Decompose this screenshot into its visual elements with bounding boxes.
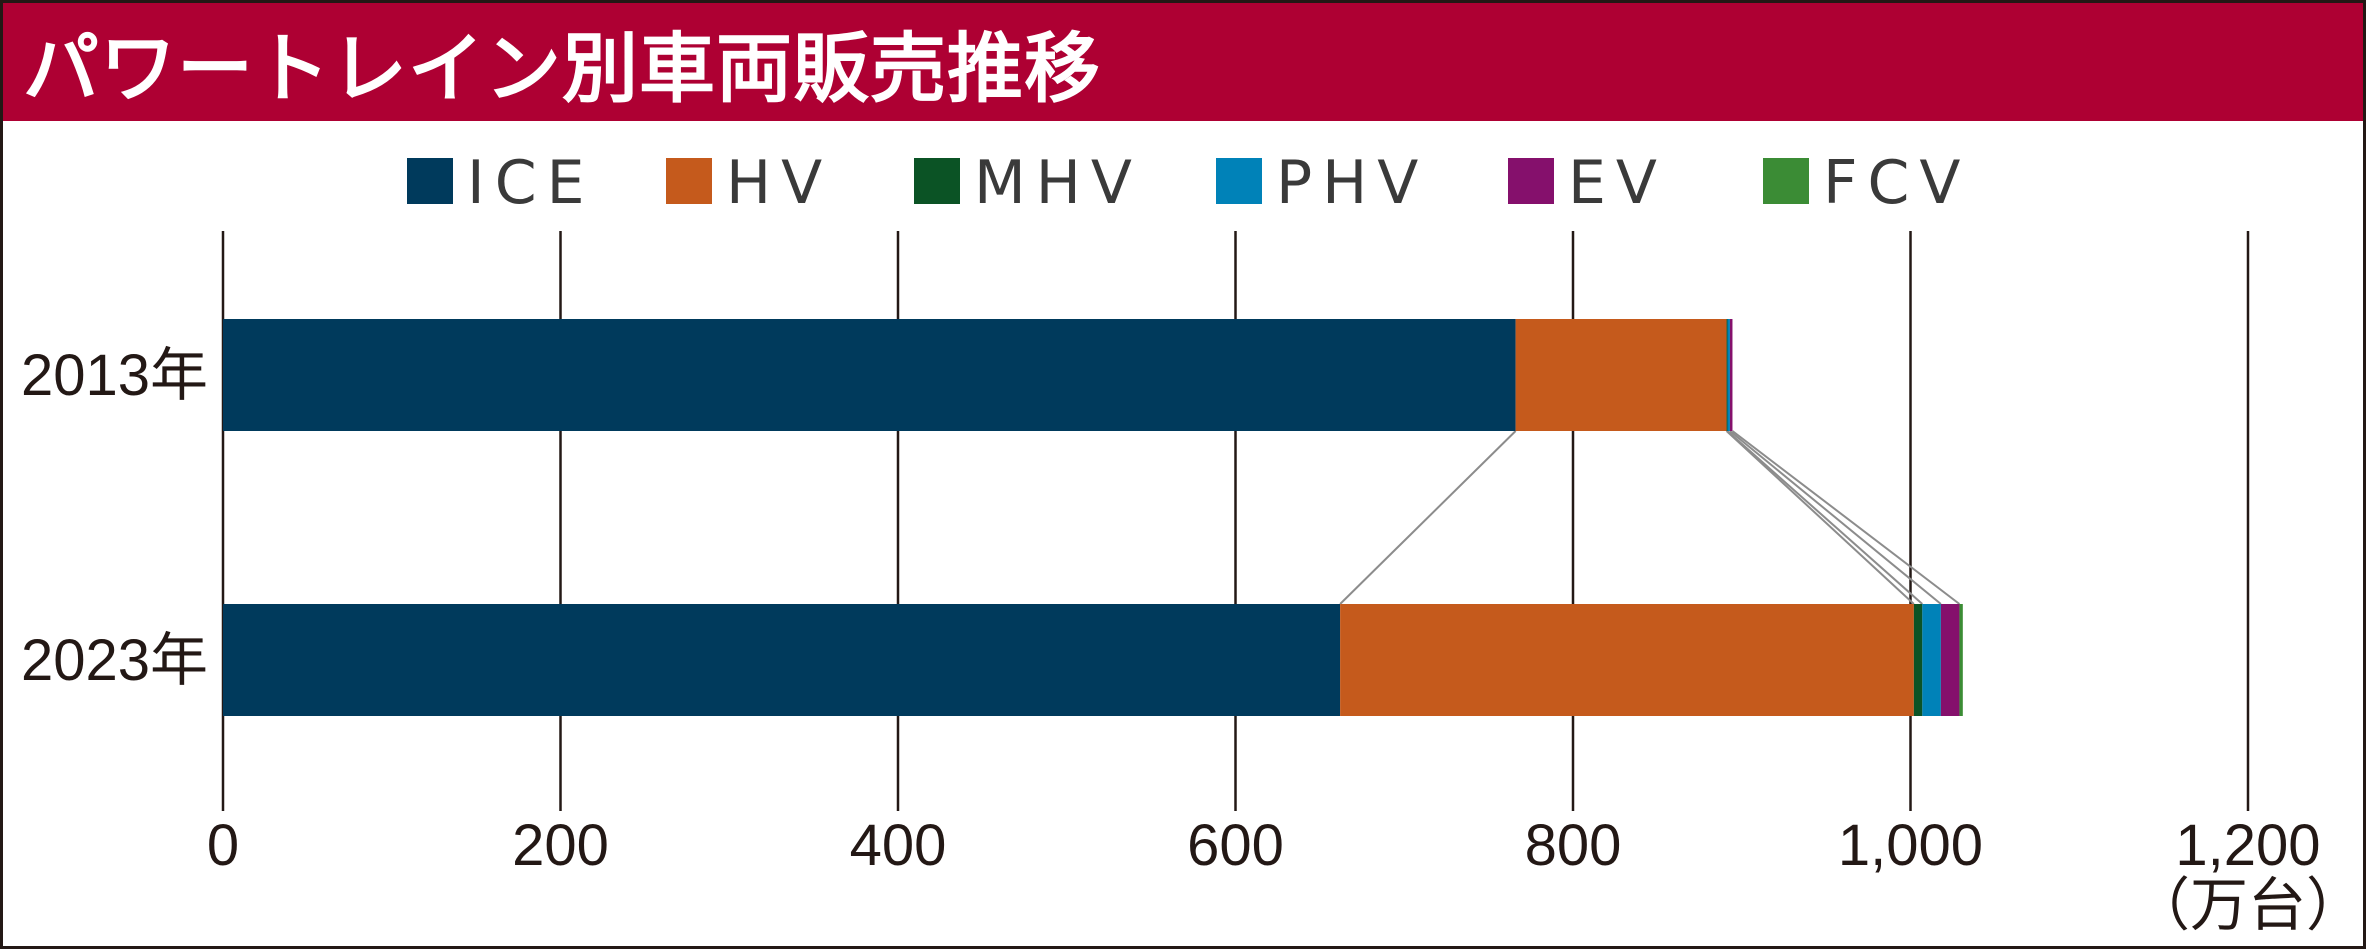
bar-phv-2013	[1727, 319, 1730, 431]
legend-item-ice: ICE	[407, 148, 595, 218]
legend-item-mhv: MHV	[914, 148, 1142, 218]
x-tick-label: 0	[207, 813, 239, 878]
category-label: 2013年	[21, 343, 208, 408]
legend-swatch	[1216, 158, 1262, 204]
bar-mhv-2023	[1913, 604, 1923, 716]
x-tick-label: 800	[1525, 813, 1622, 878]
connector-line-ice	[1339, 430, 1517, 605]
bar-hv-2013	[1515, 319, 1727, 431]
title-bar: パワートレイン別車両販売推移	[3, 3, 2363, 121]
legend-label: ICE	[467, 148, 595, 218]
connector-line-mhv	[1726, 430, 1923, 605]
legend-swatch	[666, 158, 712, 204]
unit-label: （万台）	[2132, 873, 2363, 938]
legend-swatch	[407, 158, 453, 204]
bar-ev-2023	[1940, 604, 1960, 716]
bar-phv-2023	[1922, 604, 1941, 716]
chart-plot: ICE HV MHV PHV EV FCV 2013年 2023年 0 200 400 600 800…	[21, 148, 2363, 938]
connector-line-hv	[1725, 430, 1915, 605]
bar-ice-2023	[223, 604, 1341, 716]
connector-line-ev	[1731, 430, 1961, 605]
legend-item-ev: EV	[1508, 148, 1667, 218]
x-tick-label: 1,200	[2175, 813, 2320, 878]
x-tick-label: 200	[512, 813, 609, 878]
chart-title: パワートレイン別車両販売推移	[23, 24, 1101, 113]
category-label: 2023年	[21, 628, 208, 693]
legend-item-phv: PHV	[1216, 148, 1428, 218]
legend-label: FCV	[1823, 148, 1970, 218]
legend-swatch	[1508, 158, 1554, 204]
legend-label: HV	[726, 148, 832, 218]
bar-ice-2013	[223, 319, 1516, 431]
x-tick-label: 1,000	[1838, 813, 1983, 878]
legend-label: MHV	[974, 148, 1142, 218]
legend-swatch	[914, 158, 960, 204]
bar-hv-2023	[1340, 604, 1914, 716]
x-tick-label: 400	[850, 813, 947, 878]
legend-item-fcv: FCV	[1763, 148, 1970, 218]
legend-label: PHV	[1276, 148, 1428, 218]
legend-label: EV	[1568, 148, 1667, 218]
bar-ev-2013	[1729, 319, 1733, 431]
connector-line-phv	[1729, 430, 1942, 605]
legend-swatch	[1763, 158, 1809, 204]
bar-fcv-2023	[1959, 604, 1963, 716]
legend-item-hv: HV	[666, 148, 832, 218]
bar-mhv-2013	[1726, 319, 1728, 431]
x-tick-label: 600	[1187, 813, 1284, 878]
